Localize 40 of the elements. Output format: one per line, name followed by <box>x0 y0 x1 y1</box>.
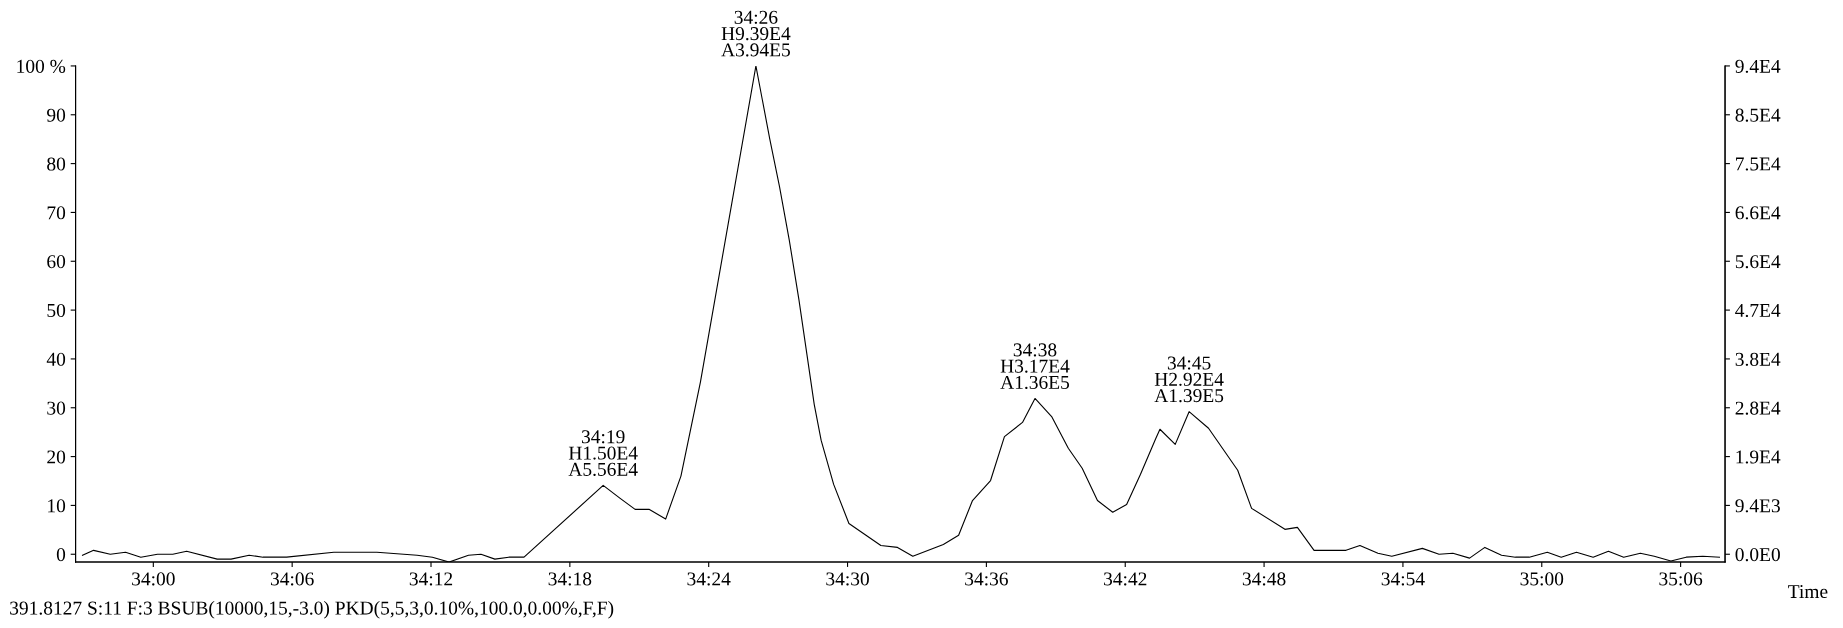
y-tick-label: 50 <box>47 303 66 318</box>
y-tick-label: 30 <box>47 401 66 415</box>
y2-tick-label: 9.4E4 <box>1735 59 1781 73</box>
text: 391.8127 S:11 F:3 BSUB(10000,15,-3.0) PKD(5,5,3,0.10%,100.0,0.00%,F,F) <box>10 600 614 619</box>
y-tick-label: 70 <box>47 206 66 220</box>
y-tick-label: 10 <box>48 499 66 513</box>
y2-tick-label: 0.0E0 <box>1735 548 1780 562</box>
y-tick-label: 20 <box>47 450 66 464</box>
y-tick-label: 90 <box>47 108 66 122</box>
x-tick-label: 34:30 <box>826 572 869 586</box>
x-tick-label: 34:12 <box>409 572 453 586</box>
y-tick-label: 100 % <box>17 59 66 73</box>
x-tick-label: 34:36 <box>965 572 1008 586</box>
x-tick-label: 35:00 <box>1520 572 1564 586</box>
x-tick-label: 35:06 <box>1659 572 1703 586</box>
y2-tick-label: 9.4E3 <box>1735 499 1780 513</box>
annotation: 34:45 H2.92E4 A1.39E5 <box>1154 356 1224 403</box>
x-tick-label: 34:06 <box>270 572 314 586</box>
x-tick-label: 34:24 <box>687 572 731 586</box>
x-tick-label: 34:54 <box>1381 572 1425 586</box>
x-tick-label: 34:18 <box>548 572 592 586</box>
y2-tick-label: 6.6E4 <box>1735 206 1781 220</box>
y-tick-label: 0 <box>56 548 66 562</box>
y2-tick-label: 1.9E4 <box>1736 450 1781 464</box>
x-tick-label: 34:00 <box>132 572 175 586</box>
y2-tick-label: 5.6E4 <box>1735 255 1781 269</box>
y-tick-label: 80 <box>47 157 66 171</box>
y2-tick-label: 8.5E4 <box>1735 108 1781 122</box>
x-tick-label: 34:42 <box>1104 572 1147 586</box>
x-axis-title: Time <box>1788 585 1828 599</box>
y2-tick-label: 4.7E4 <box>1735 304 1781 318</box>
annotation: 34:26 H9.39E4 A3.94E5 <box>721 10 791 57</box>
y2-tick-label: 2.8E4 <box>1735 401 1781 415</box>
annotation: 34:38 H3.17E4 A1.36E5 <box>1000 343 1070 390</box>
x-tick-label: 34:48 <box>1242 572 1286 586</box>
y-tick-label: 60 <box>47 255 66 269</box>
y-tick-label: 40 <box>46 352 66 366</box>
annotation: 34:19 H1.50E4 A5.56E4 <box>568 430 638 476</box>
y2-tick-label: 3.8E4 <box>1735 352 1781 366</box>
y2-tick-label: 7.5E4 <box>1736 157 1781 171</box>
